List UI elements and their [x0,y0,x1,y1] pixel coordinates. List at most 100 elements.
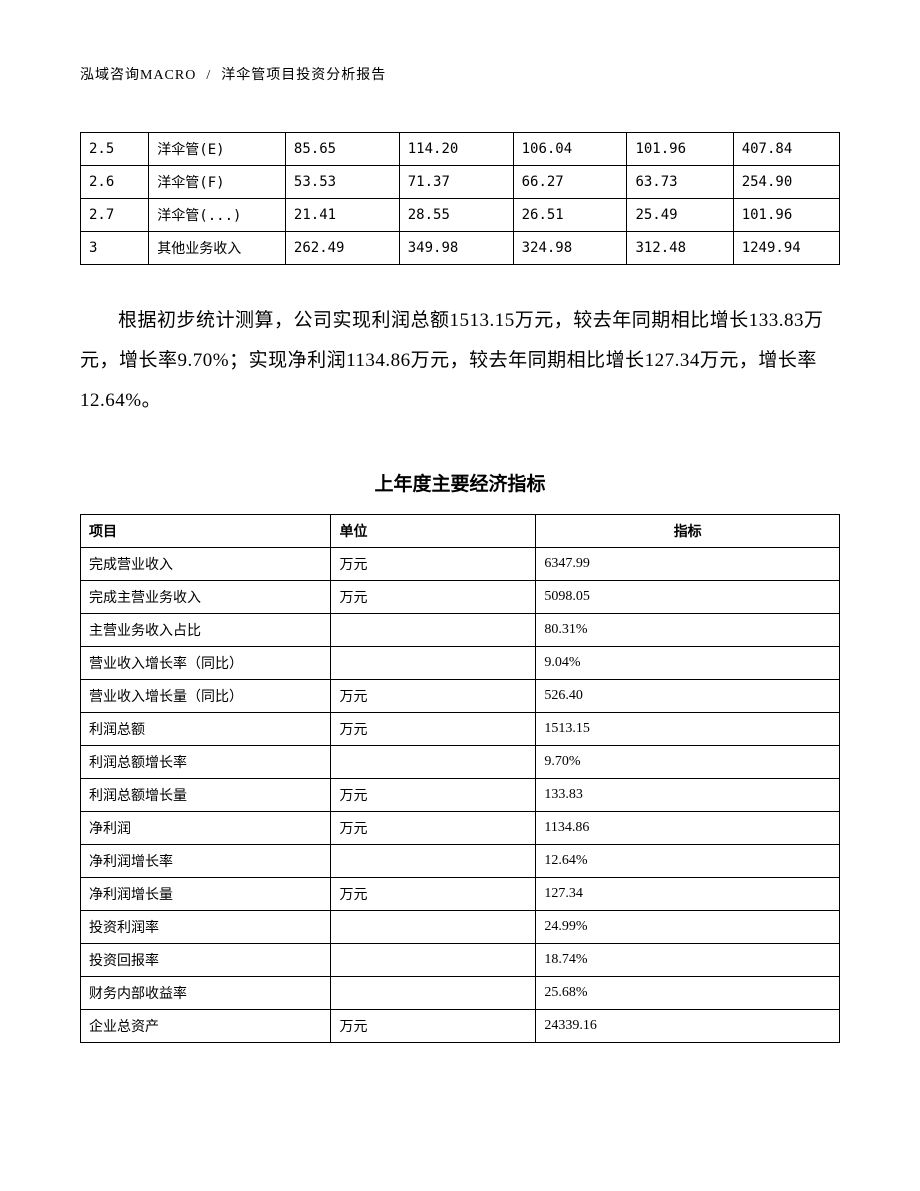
table-cell: 2.6 [81,166,149,199]
revenue-breakdown-table: 2.5洋伞管(E)85.65114.20106.04101.96407.842.… [80,132,840,265]
table-cell: 3 [81,232,149,265]
table-row: 2.5洋伞管(E)85.65114.20106.04101.96407.84 [81,133,840,166]
table-row: 净利润增长率 12.64% [81,844,840,877]
table-cell: 133.83 [536,778,840,811]
header-company: 泓域咨询MACRO [80,68,196,83]
table-cell: 25.49 [627,199,733,232]
table-cell: 21.41 [285,199,399,232]
economic-indicators-table: 项目 单位 指标 完成营业收入万元6347.99完成主营业务收入万元5098.0… [80,514,840,1043]
table-cell: 其他业务收入 [149,232,286,265]
table-cell: 洋伞管(F) [149,166,286,199]
table-cell [331,976,536,1009]
table-row: 财务内部收益率 25.68% [81,976,840,1009]
table-cell: 254.90 [733,166,839,199]
table-cell: 洋伞管(E) [149,133,286,166]
table-header-row: 项目 单位 指标 [81,514,840,547]
table-cell: 85.65 [285,133,399,166]
table-row: 2.6洋伞管(F)53.5371.3766.2763.73254.90 [81,166,840,199]
table-row: 完成营业收入万元6347.99 [81,547,840,580]
table-cell: 净利润增长量 [81,877,331,910]
table-row: 利润总额万元1513.15 [81,712,840,745]
header-title: 洋伞管项目投资分析报告 [221,68,386,83]
table-cell: 114.20 [399,133,513,166]
table-cell: 26.51 [513,199,627,232]
table-cell: 万元 [331,679,536,712]
table-cell: 投资利润率 [81,910,331,943]
table-cell [331,910,536,943]
table-row: 营业收入增长率（同比） 9.04% [81,646,840,679]
table-row: 利润总额增长量万元133.83 [81,778,840,811]
table-cell: 5098.05 [536,580,840,613]
table-cell: 101.96 [733,199,839,232]
table-cell: 53.53 [285,166,399,199]
table-cell: 6347.99 [536,547,840,580]
table-cell [331,613,536,646]
table-cell: 1134.86 [536,811,840,844]
table-row: 利润总额增长率 9.70% [81,745,840,778]
table-cell: 312.48 [627,232,733,265]
table-cell: 2.5 [81,133,149,166]
table-cell: 利润总额增长率 [81,745,331,778]
table-cell: 2.7 [81,199,149,232]
table-cell: 25.68% [536,976,840,1009]
header-indicator: 指标 [536,514,840,547]
table-cell: 企业总资产 [81,1009,331,1042]
table-cell: 利润总额 [81,712,331,745]
table-cell: 18.74% [536,943,840,976]
table-cell: 71.37 [399,166,513,199]
table-cell: 洋伞管(...) [149,199,286,232]
table-row: 投资利润率 24.99% [81,910,840,943]
table-cell [331,943,536,976]
table-cell [331,844,536,877]
table-cell: 营业收入增长率（同比） [81,646,331,679]
table-row: 企业总资产万元24339.16 [81,1009,840,1042]
table-cell: 万元 [331,547,536,580]
table-cell: 28.55 [399,199,513,232]
table-cell: 万元 [331,712,536,745]
table-cell: 利润总额增长量 [81,778,331,811]
table-cell: 完成营业收入 [81,547,331,580]
table-cell [331,745,536,778]
table-cell: 101.96 [627,133,733,166]
table-cell: 127.34 [536,877,840,910]
table-cell: 净利润增长率 [81,844,331,877]
table-row: 主营业务收入占比 80.31% [81,613,840,646]
table-cell: 万元 [331,877,536,910]
table-cell [331,646,536,679]
header-project: 项目 [81,514,331,547]
table-cell: 12.64% [536,844,840,877]
table-row: 完成主营业务收入万元5098.05 [81,580,840,613]
table-cell: 9.70% [536,745,840,778]
table-row: 营业收入增长量（同比）万元526.40 [81,679,840,712]
table-cell: 财务内部收益率 [81,976,331,1009]
table-cell: 407.84 [733,133,839,166]
table-row: 投资回报率 18.74% [81,943,840,976]
table-cell: 106.04 [513,133,627,166]
table-cell: 万元 [331,778,536,811]
table-cell: 63.73 [627,166,733,199]
table-cell: 349.98 [399,232,513,265]
table-cell: 80.31% [536,613,840,646]
table-cell: 主营业务收入占比 [81,613,331,646]
table-row: 3其他业务收入262.49349.98324.98312.481249.94 [81,232,840,265]
page-header: 泓域咨询MACRO / 洋伞管项目投资分析报告 [80,64,840,84]
table-cell: 24.99% [536,910,840,943]
table-cell: 262.49 [285,232,399,265]
table-row: 净利润增长量万元127.34 [81,877,840,910]
table-row: 净利润万元1134.86 [81,811,840,844]
table-cell: 1513.15 [536,712,840,745]
header-unit: 单位 [331,514,536,547]
table-row: 2.7洋伞管(...)21.4128.5526.5125.49101.96 [81,199,840,232]
table-cell: 投资回报率 [81,943,331,976]
table-cell: 1249.94 [733,232,839,265]
table-cell: 526.40 [536,679,840,712]
header-slash: / [206,68,211,83]
summary-paragraph: 根据初步统计测算，公司实现利润总额1513.15万元，较去年同期相比增长133.… [80,301,840,421]
table-cell: 完成主营业务收入 [81,580,331,613]
table-cell: 营业收入增长量（同比） [81,679,331,712]
table-cell: 万元 [331,1009,536,1042]
table-cell: 9.04% [536,646,840,679]
table-cell: 24339.16 [536,1009,840,1042]
table-cell: 万元 [331,580,536,613]
section-title: 上年度主要经济指标 [80,469,840,496]
